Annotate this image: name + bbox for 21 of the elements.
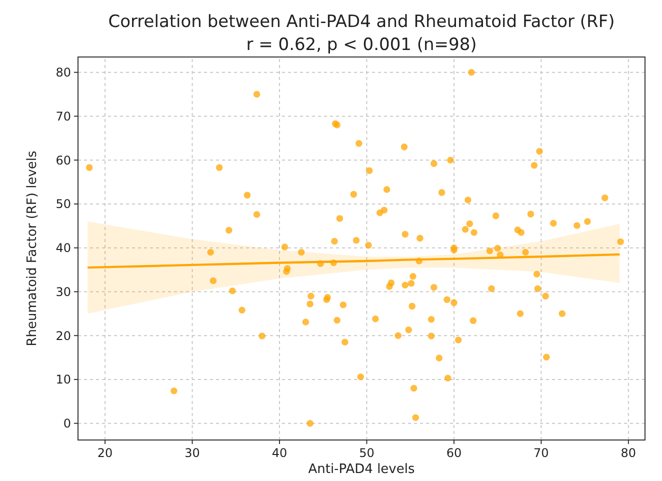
y-tick-label: 50 [56, 197, 71, 212]
y-tick-label: 20 [56, 328, 71, 343]
x-tick-label: 60 [446, 446, 462, 460]
y-tick-label: 70 [56, 109, 71, 124]
chart-title: Correlation between Anti-PAD4 and Rheumatoid Factor (RF) [108, 12, 615, 32]
x-tick-label: 30 [184, 446, 200, 460]
y-axis-title: Rheumatoid Factor (RF) levels [25, 150, 40, 346]
x-tick-label: 80 [620, 446, 636, 460]
line-series [86, 253, 621, 269]
x-tick-label: 50 [359, 446, 374, 460]
y-tick-label: 80 [56, 66, 71, 80]
x-axis-title: Anti-PAD4 levels [308, 462, 415, 477]
y-tick-label: 30 [56, 284, 71, 299]
x-tick-label: 40 [272, 446, 288, 460]
chart-subtitle: r = 0.62, p < 0.001 (n=98) [246, 35, 477, 55]
y-tick-label: 60 [56, 153, 71, 168]
x-tick-label: 70 [534, 446, 549, 460]
x-tick-label: 20 [97, 446, 113, 460]
y-tick-label: 0 [63, 416, 71, 431]
y-tick-label: 40 [56, 241, 71, 256]
y-tick-label: 10 [56, 372, 71, 387]
